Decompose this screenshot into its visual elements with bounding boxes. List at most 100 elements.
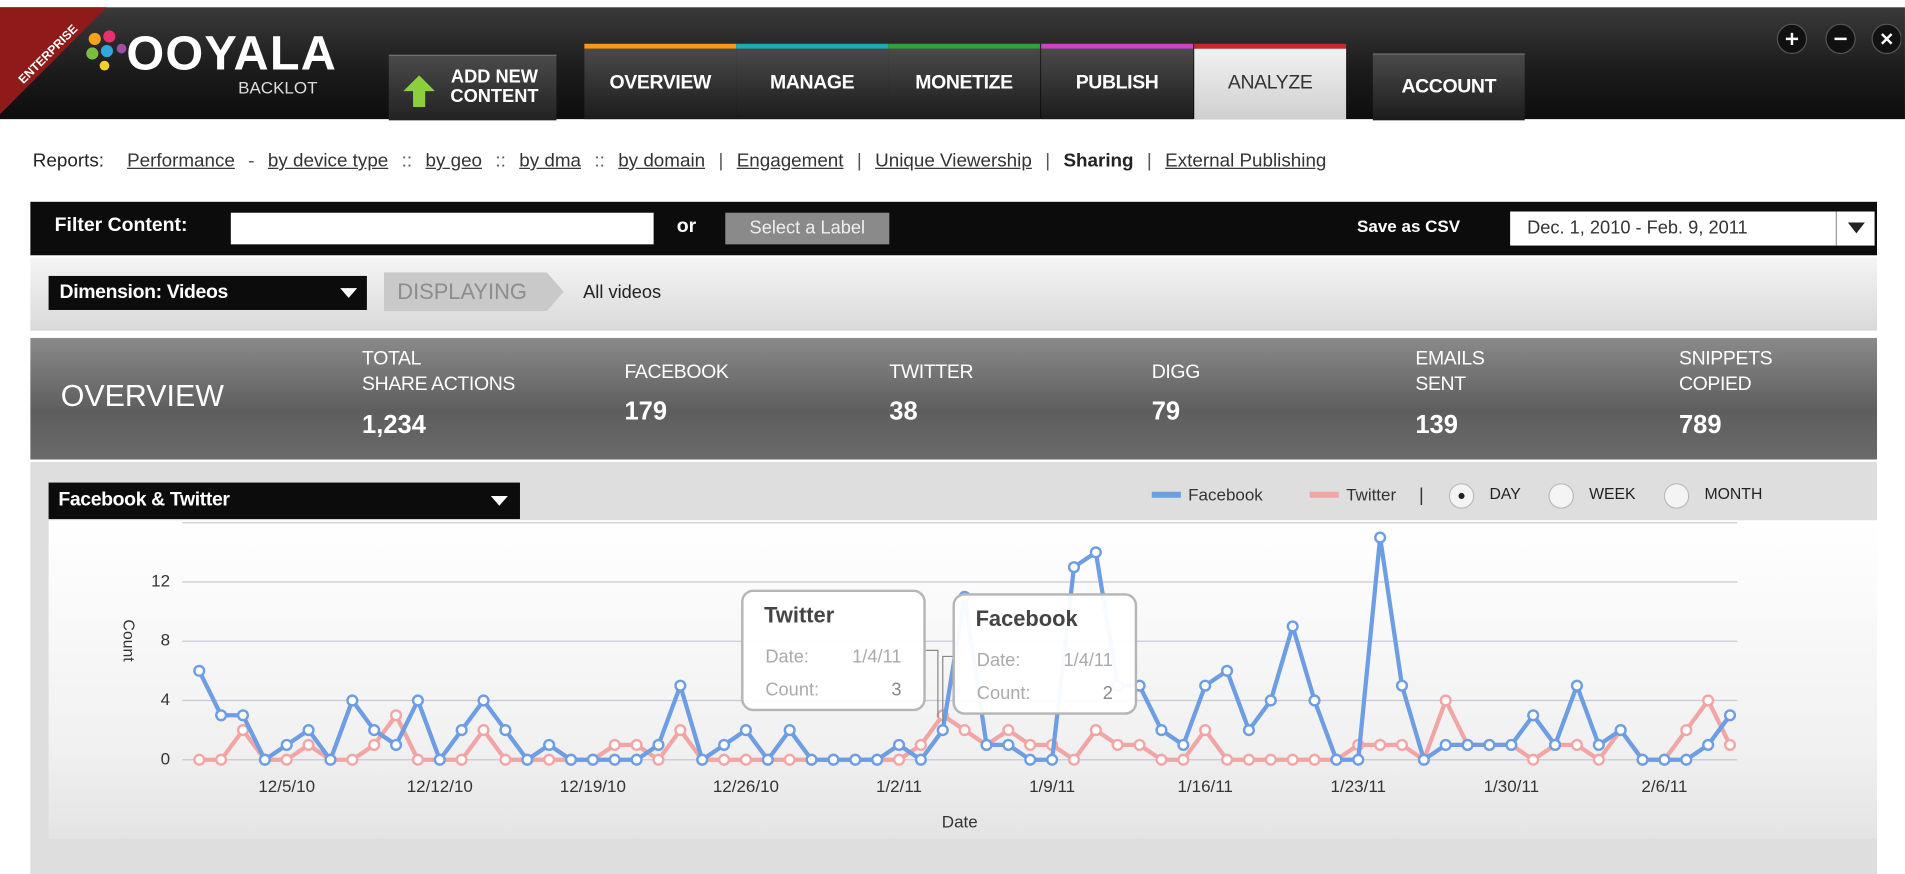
data-point: [1177, 738, 1190, 752]
tooltip: Facebook Date: 1/4/11 Count: 2: [952, 593, 1138, 715]
data-point: [805, 753, 818, 766]
window-minus[interactable]: [1825, 23, 1856, 55]
period-radio[interactable]: MONTH: [1663, 483, 1762, 509]
reports-separator: |: [856, 150, 862, 172]
data-point: [521, 753, 534, 766]
data-point: [980, 738, 993, 752]
badge-ribbon: [0, 7, 107, 115]
y-tick-label: 4: [161, 690, 170, 709]
nav-tab[interactable]: MONETIZE: [888, 43, 1040, 120]
data-point: [1395, 738, 1409, 752]
data-point: [652, 753, 665, 766]
report-link[interactable]: Unique Viewership: [875, 150, 1032, 172]
date-select-divider: [1835, 211, 1837, 246]
window-plus[interactable]: [1776, 23, 1808, 55]
report-link[interactable]: External Publishing: [1165, 150, 1327, 172]
data-point: [543, 738, 556, 752]
date-arrow: [1847, 222, 1865, 234]
data-point: [1046, 753, 1059, 766]
data-point: [455, 753, 468, 766]
filter-input[interactable]: [230, 212, 654, 245]
data-point: [543, 753, 556, 766]
data-point: [1570, 738, 1584, 752]
data-point: [389, 709, 403, 722]
data-point: [1242, 753, 1255, 766]
x-tick-label: 1/9/11: [1029, 777, 1075, 796]
data-point: [499, 753, 512, 766]
data-point: [1461, 738, 1474, 752]
data-point: [1133, 738, 1146, 752]
tooltip-title: Twitter: [764, 602, 835, 628]
legend-divider: |: [1419, 485, 1424, 505]
filter-label: Filter Content:: [54, 215, 188, 236]
report-link[interactable]: by dma: [519, 150, 582, 172]
data-point: [236, 709, 250, 722]
report-link[interactable]: Engagement: [736, 150, 844, 172]
x-tick-label: 1/16/11: [1177, 777, 1232, 796]
tooltip-count-label: Count:: [976, 683, 1031, 704]
add-content-button[interactable]: ADD NEW CONTENT: [388, 54, 557, 121]
data-point: [718, 753, 731, 766]
select-label-button[interactable]: Select a Label: [725, 212, 890, 245]
badge: ENTERPRISE: [0, 7, 107, 115]
report-link[interactable]: by device type: [267, 150, 389, 172]
save-csv[interactable]: Save as CSV: [1357, 216, 1461, 236]
data-point: [389, 738, 403, 752]
data-point: [1024, 753, 1037, 766]
nav-tab[interactable]: ACCOUNT: [1372, 53, 1525, 121]
period-radio[interactable]: WEEK: [1548, 483, 1636, 509]
chart-selector-arrow: [490, 495, 508, 506]
data-point: [1067, 561, 1081, 574]
report-link[interactable]: by geo: [425, 150, 483, 172]
period-radio[interactable]: DAY: [1448, 483, 1521, 509]
stat-value: 79: [1151, 397, 1181, 426]
window-controls: [1776, 23, 1902, 55]
x-tick-label: 12/12/10: [407, 777, 473, 796]
window-close[interactable]: [1871, 23, 1902, 55]
displaying-tag: [383, 272, 564, 312]
reports-label: Reports:: [32, 150, 104, 172]
dimension-label: Dimension: Videos: [59, 282, 229, 303]
data-point: [871, 753, 884, 766]
reports-separator: -: [248, 150, 255, 172]
y-axis-label: Count: [119, 620, 136, 663]
data-point: [499, 724, 512, 737]
data-point: [1067, 753, 1081, 766]
chart-selector[interactable]: Facebook & Twitter: [48, 482, 520, 520]
overview-bar: [30, 337, 1878, 460]
report-link[interactable]: Performance: [127, 150, 235, 172]
data-point: [914, 753, 927, 766]
reports-separator: ::: [495, 150, 506, 172]
tooltip-title: Facebook: [975, 606, 1078, 631]
data-point: [674, 724, 687, 737]
stat-label: FACEBOOK: [624, 362, 729, 383]
x-tick-label: 12/5/10: [258, 777, 315, 796]
data-point: [1680, 724, 1693, 737]
nav-tab[interactable]: PUBLISH: [1041, 43, 1194, 120]
stat-value: 38: [889, 397, 918, 426]
data-point: [630, 738, 643, 752]
data-point: [1527, 753, 1540, 766]
data-point: [1002, 724, 1015, 737]
add-content-label: ADD NEW CONTENT: [450, 66, 539, 107]
legend-label: Twitter: [1346, 485, 1396, 504]
report-link[interactable]: by domain: [618, 150, 706, 172]
stat-label: COPIED: [1678, 374, 1752, 396]
data-point: [696, 753, 709, 766]
x-tick-label: 1/30/11: [1484, 777, 1539, 796]
nav-tab[interactable]: ANALYZE: [1194, 43, 1347, 120]
nav-tab[interactable]: MANAGE: [736, 43, 889, 120]
data-point: [1723, 709, 1737, 722]
data-point: [1089, 546, 1102, 559]
data-point: [1592, 753, 1605, 766]
data-point: [1089, 724, 1102, 737]
data-point: [564, 753, 578, 766]
stat-label: SENT: [1415, 374, 1466, 396]
nav-tab[interactable]: OVERVIEW: [584, 43, 737, 120]
date-select[interactable]: Dec. 1, 2010 - Feb. 9, 2011: [1510, 211, 1875, 246]
data-point: [368, 738, 381, 752]
data-point: [1199, 679, 1212, 692]
tooltip-date-label: Date:: [976, 650, 1021, 672]
dimension-dropdown[interactable]: Dimension: Videos: [48, 275, 367, 310]
legend-label: Facebook: [1188, 485, 1263, 504]
